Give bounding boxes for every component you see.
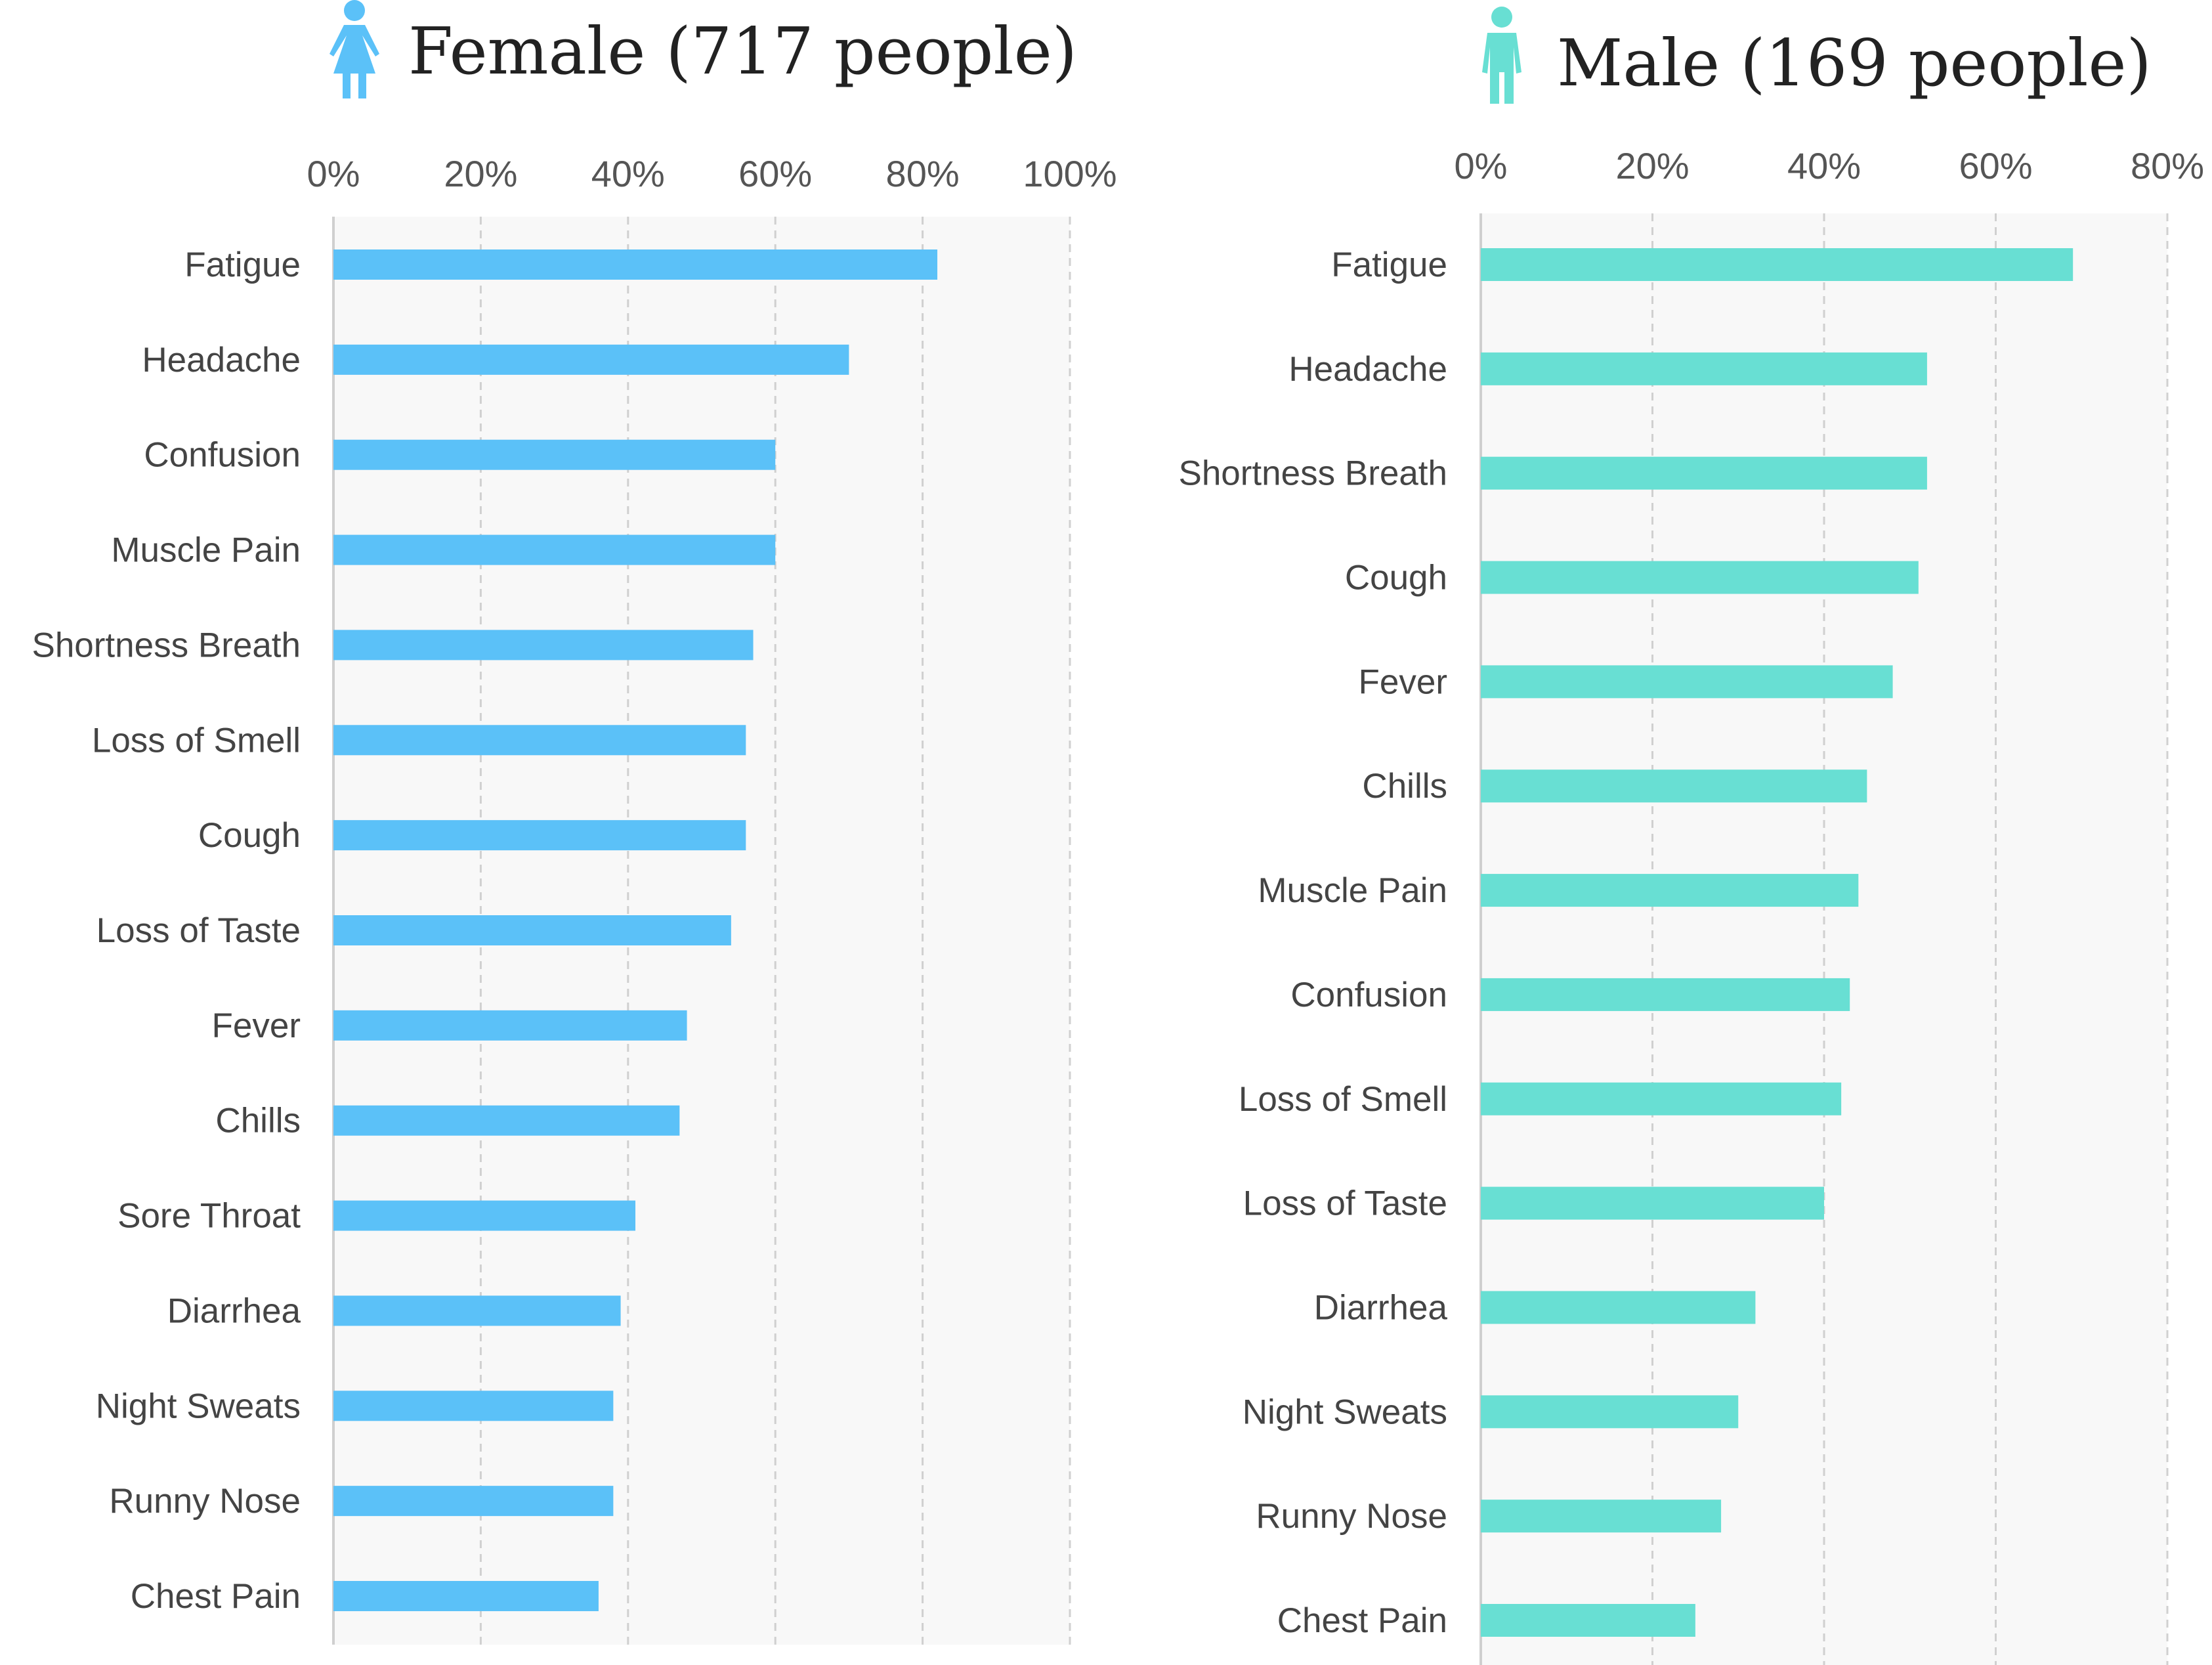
- male-bar: [1481, 1500, 1722, 1533]
- male-bar: [1481, 456, 1927, 490]
- female-bar: [333, 1200, 636, 1231]
- female-category-label: Fatigue: [184, 246, 301, 284]
- female-x-tick-label: 60%: [738, 153, 812, 194]
- male-bar: [1481, 352, 1927, 385]
- female-bar: [333, 630, 754, 660]
- female-bar: [333, 249, 938, 280]
- male-category-label: Loss of Taste: [1243, 1184, 1447, 1223]
- female-bar: [333, 1581, 599, 1611]
- male-bar: [1481, 769, 1867, 803]
- male-x-tick-label: 20%: [1615, 145, 1689, 186]
- female-bar: [333, 1391, 614, 1421]
- male-chart-panel: Male (169 people) 0% 20% 40% 60% 80% Fatigue H…: [1178, 7, 2204, 1665]
- male-bar: [1481, 1291, 1756, 1324]
- female-category-label: Cough: [198, 816, 301, 855]
- female-category-label: Loss of Taste: [96, 911, 301, 950]
- female-x-tick-label: 40%: [591, 153, 665, 194]
- female-bar: [333, 820, 746, 851]
- female-bar: [333, 344, 849, 375]
- male-x-tick-label: 40%: [1787, 145, 1861, 186]
- female-category-label: Muscle Pain: [111, 531, 301, 570]
- female-category-label: Night Sweats: [96, 1387, 301, 1425]
- male-bar: [1481, 248, 2074, 281]
- male-bar: [1481, 561, 1919, 594]
- female-person-icon: [330, 0, 379, 98]
- female-bar: [333, 439, 776, 470]
- male-bar: [1481, 1395, 1739, 1429]
- female-category-label: Chills: [215, 1102, 301, 1140]
- male-category-label: Headache: [1288, 350, 1447, 389]
- female-category-label: Shortness Breath: [32, 626, 301, 664]
- female-x-tick-label: 0%: [307, 153, 360, 194]
- male-category-label: Night Sweats: [1243, 1393, 1447, 1431]
- female-category-label: Confusion: [144, 436, 301, 475]
- male-category-label: Chills: [1362, 767, 1447, 806]
- female-bar: [333, 534, 776, 565]
- male-bar: [1481, 665, 1893, 699]
- female-category-label: Sore Throat: [117, 1197, 301, 1236]
- female-x-tick-label: 20%: [444, 153, 517, 194]
- male-category-label: Muscle Pain: [1258, 871, 1447, 910]
- female-x-tick-label: 100%: [1023, 153, 1117, 194]
- female-bar: [333, 725, 746, 756]
- male-chart-title: Male (169 people): [1557, 26, 2152, 101]
- male-bar: [1481, 1604, 1695, 1637]
- female-x-tick-label: 80%: [886, 153, 960, 194]
- female-category-label: Diarrhea: [167, 1291, 301, 1330]
- male-category-label: Confusion: [1290, 976, 1447, 1014]
- male-category-label: Runny Nose: [1256, 1497, 1447, 1536]
- male-category-label: Shortness Breath: [1178, 454, 1447, 493]
- male-bar: [1481, 874, 1859, 907]
- female-bar: [333, 915, 731, 945]
- female-bar: [333, 1105, 680, 1136]
- male-bar: [1481, 1082, 1842, 1115]
- male-x-tick-label: 0%: [1455, 145, 1508, 186]
- male-category-label: Chest Pain: [1277, 1601, 1447, 1640]
- female-category-label: Chest Pain: [131, 1577, 301, 1616]
- female-category-label: Loss of Smell: [92, 721, 301, 760]
- male-category-label: Fatigue: [1331, 246, 1447, 284]
- female-bar: [333, 1486, 614, 1517]
- male-category-label: Loss of Smell: [1239, 1080, 1447, 1119]
- female-category-label: Runny Nose: [109, 1482, 301, 1521]
- male-bar: [1481, 1186, 1824, 1220]
- female-bar: [333, 1295, 621, 1326]
- male-bar: [1481, 978, 1850, 1011]
- male-category-label: Fever: [1359, 662, 1447, 701]
- male-x-tick-label: 60%: [1959, 145, 2032, 186]
- male-person-icon: [1482, 7, 1521, 104]
- male-category-label: Diarrhea: [1314, 1288, 1448, 1327]
- female-chart-title: Female (717 people): [408, 14, 1077, 89]
- female-category-label: Headache: [142, 341, 301, 379]
- male-x-tick-label: 80%: [2131, 145, 2204, 186]
- female-chart-panel: Female (717 people) 0% 20% 40% 60% 80% 100% Fa…: [32, 0, 1117, 1645]
- female-bar: [333, 1010, 687, 1041]
- female-category-label: Fever: [212, 1006, 301, 1045]
- male-category-label: Cough: [1345, 559, 1447, 597]
